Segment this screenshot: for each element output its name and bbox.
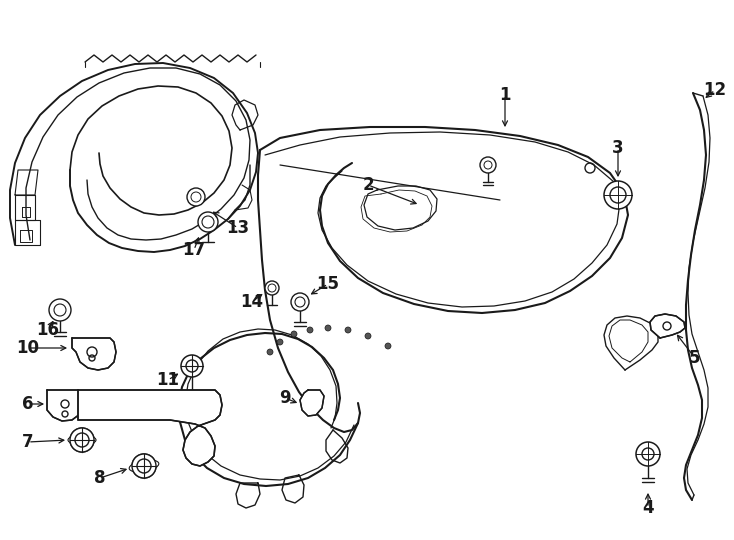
- Text: 12: 12: [703, 81, 727, 99]
- Circle shape: [385, 343, 391, 349]
- Text: 5: 5: [689, 349, 701, 367]
- Circle shape: [291, 293, 309, 311]
- Polygon shape: [47, 390, 83, 421]
- Circle shape: [277, 339, 283, 345]
- Circle shape: [187, 188, 205, 206]
- Circle shape: [365, 333, 371, 339]
- Circle shape: [132, 454, 156, 478]
- Polygon shape: [72, 338, 116, 370]
- Text: 13: 13: [226, 219, 250, 237]
- Circle shape: [70, 428, 94, 452]
- Text: 8: 8: [94, 469, 106, 487]
- Circle shape: [198, 212, 218, 232]
- Text: 1: 1: [499, 86, 511, 104]
- Circle shape: [345, 327, 351, 333]
- Text: 4: 4: [642, 499, 654, 517]
- Circle shape: [70, 428, 94, 452]
- Text: 15: 15: [316, 275, 340, 293]
- Circle shape: [307, 327, 313, 333]
- Text: 3: 3: [612, 139, 624, 157]
- Text: 17: 17: [183, 241, 206, 259]
- Polygon shape: [78, 390, 222, 466]
- Text: 2: 2: [362, 176, 374, 194]
- Circle shape: [267, 349, 273, 355]
- Circle shape: [132, 454, 156, 478]
- Text: 16: 16: [37, 321, 59, 339]
- Polygon shape: [650, 314, 685, 338]
- Ellipse shape: [68, 435, 96, 445]
- Text: 6: 6: [22, 395, 34, 413]
- Text: 14: 14: [241, 293, 264, 311]
- Circle shape: [325, 325, 331, 331]
- Ellipse shape: [129, 460, 159, 472]
- Circle shape: [49, 299, 71, 321]
- Circle shape: [480, 157, 496, 173]
- Circle shape: [291, 331, 297, 337]
- Polygon shape: [300, 390, 324, 416]
- Text: 9: 9: [279, 389, 291, 407]
- Circle shape: [265, 281, 279, 295]
- Circle shape: [604, 181, 632, 209]
- Text: 11: 11: [156, 371, 180, 389]
- Text: 10: 10: [16, 339, 40, 357]
- Text: 7: 7: [22, 433, 34, 451]
- Circle shape: [636, 442, 660, 466]
- Circle shape: [181, 355, 203, 377]
